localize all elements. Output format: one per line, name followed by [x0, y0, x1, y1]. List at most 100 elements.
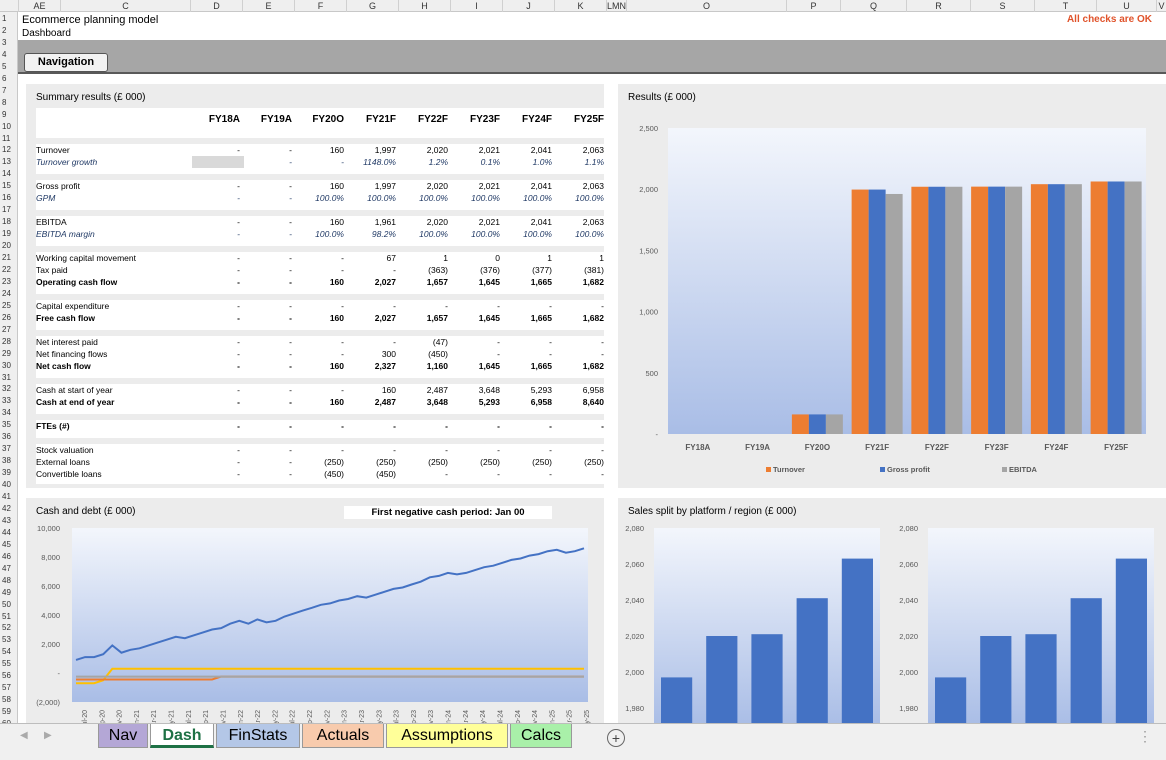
tab-dash[interactable]: Dash	[150, 724, 214, 748]
row-header[interactable]: 5	[2, 61, 7, 71]
column-header[interactable]: H	[398, 0, 450, 12]
summary-cell[interactable]	[192, 156, 244, 168]
summary-cell[interactable]: -	[341, 445, 344, 455]
summary-cell[interactable]: 2,027	[374, 277, 396, 287]
summary-cell[interactable]: 2,021	[478, 145, 500, 155]
column-header[interactable]: Q	[840, 0, 906, 12]
row-header[interactable]: 20	[2, 241, 11, 251]
summary-cell[interactable]: 1.2%	[428, 157, 448, 167]
summary-cell[interactable]: 1.1%	[584, 157, 604, 167]
summary-cell[interactable]: 1,682	[582, 313, 604, 323]
summary-cell[interactable]: (450)	[324, 469, 344, 479]
summary-cell[interactable]: 100.0%	[315, 229, 344, 239]
summary-cell[interactable]: -	[289, 337, 292, 347]
column-header[interactable]: O	[626, 0, 786, 12]
summary-cell[interactable]: -	[393, 265, 396, 275]
row-header[interactable]: 38	[2, 456, 11, 466]
summary-cell[interactable]: -	[289, 157, 292, 167]
summary-cell[interactable]: 160	[329, 181, 344, 191]
summary-cell[interactable]: (250)	[428, 457, 448, 467]
row-header[interactable]: 44	[2, 527, 11, 537]
summary-cell[interactable]: -	[289, 265, 292, 275]
summary-cell[interactable]: -	[237, 445, 240, 455]
summary-cell[interactable]: -	[549, 337, 552, 347]
summary-cell[interactable]: -	[497, 469, 500, 479]
summary-cell[interactable]: -	[549, 349, 552, 359]
summary-cell[interactable]: (47)	[432, 337, 448, 347]
row-header[interactable]: 8	[2, 97, 7, 107]
summary-cell[interactable]: -	[289, 349, 292, 359]
summary-cell[interactable]: 2,063	[582, 181, 604, 191]
row-header[interactable]: 36	[2, 432, 11, 442]
row-header[interactable]: 58	[2, 695, 11, 705]
summary-cell[interactable]: 1	[547, 253, 552, 263]
summary-cell[interactable]: -	[237, 193, 240, 203]
summary-cell[interactable]: 1,645	[478, 361, 500, 371]
summary-cell[interactable]: 2,063	[582, 145, 604, 155]
summary-cell[interactable]: (250)	[324, 457, 344, 467]
tab-assumptions[interactable]: Assumptions	[386, 724, 508, 748]
tab-calcs[interactable]: Calcs	[510, 724, 572, 748]
summary-cell[interactable]: -	[549, 445, 552, 455]
row-header[interactable]: 11	[2, 133, 11, 143]
summary-cell[interactable]: 2,027	[374, 313, 396, 323]
summary-cell[interactable]: -	[601, 421, 604, 431]
summary-cell[interactable]: 3,648	[478, 385, 500, 395]
summary-cell[interactable]: -	[237, 145, 240, 155]
row-header[interactable]: 14	[2, 169, 11, 179]
row-header[interactable]: 31	[2, 372, 11, 382]
summary-cell[interactable]: 100.0%	[575, 193, 604, 203]
summary-cell[interactable]: 100.0%	[523, 193, 552, 203]
row-header[interactable]: 33	[2, 396, 11, 406]
summary-cell[interactable]: -	[289, 217, 292, 227]
summary-cell[interactable]: 2,020	[426, 181, 448, 191]
row-header[interactable]: 48	[2, 575, 11, 585]
summary-cell[interactable]: -	[237, 217, 240, 227]
summary-cell[interactable]: 1148.0%	[363, 157, 396, 167]
row-header[interactable]: 54	[2, 647, 11, 657]
summary-cell[interactable]: -	[237, 265, 240, 275]
summary-cell[interactable]: -	[393, 445, 396, 455]
summary-cell[interactable]: -	[601, 469, 604, 479]
row-header[interactable]: 21	[2, 253, 11, 262]
summary-cell[interactable]: -	[289, 361, 292, 371]
more-options-icon[interactable]: ⋮	[1138, 728, 1152, 744]
summary-cell[interactable]: -	[601, 445, 604, 455]
column-header[interactable]: LMN	[606, 0, 627, 12]
summary-cell[interactable]: -	[237, 301, 240, 311]
column-header[interactable]: U	[1096, 0, 1156, 12]
summary-cell[interactable]: -	[237, 313, 240, 323]
summary-cell[interactable]: 160	[329, 361, 344, 371]
summary-cell[interactable]: -	[237, 397, 240, 407]
summary-cell[interactable]: -	[289, 457, 292, 467]
row-header[interactable]: 18	[2, 217, 11, 227]
summary-cell[interactable]: -	[601, 349, 604, 359]
summary-cell[interactable]: 2,487	[374, 397, 396, 407]
column-header[interactable]: C	[60, 0, 190, 12]
summary-cell[interactable]: 1,645	[478, 277, 500, 287]
row-header[interactable]: 19	[2, 229, 11, 239]
summary-cell[interactable]: (250)	[480, 457, 500, 467]
summary-cell[interactable]: 1,665	[530, 313, 552, 323]
summary-cell[interactable]: (450)	[428, 349, 448, 359]
row-header[interactable]: 29	[2, 348, 11, 358]
summary-cell[interactable]: -	[237, 181, 240, 191]
summary-cell[interactable]: -	[237, 337, 240, 347]
summary-cell[interactable]: -	[289, 229, 292, 239]
summary-cell[interactable]: 1	[599, 253, 604, 263]
row-header[interactable]: 24	[2, 288, 11, 298]
navigation-button[interactable]: Navigation	[24, 53, 108, 72]
row-header[interactable]: 45	[2, 539, 11, 549]
summary-cell[interactable]: 160	[329, 145, 344, 155]
summary-cell[interactable]: 160	[381, 385, 396, 395]
tab-actuals[interactable]: Actuals	[302, 724, 384, 748]
summary-cell[interactable]: -	[289, 397, 292, 407]
add-sheet-icon[interactable]: +	[607, 729, 625, 747]
row-header[interactable]: 42	[2, 503, 11, 513]
summary-cell[interactable]: 100.0%	[575, 229, 604, 239]
summary-cell[interactable]: 160	[329, 277, 344, 287]
summary-cell[interactable]: 160	[329, 217, 344, 227]
summary-cell[interactable]: 160	[329, 313, 344, 323]
column-header[interactable]: G	[346, 0, 398, 12]
summary-cell[interactable]: -	[237, 277, 240, 287]
